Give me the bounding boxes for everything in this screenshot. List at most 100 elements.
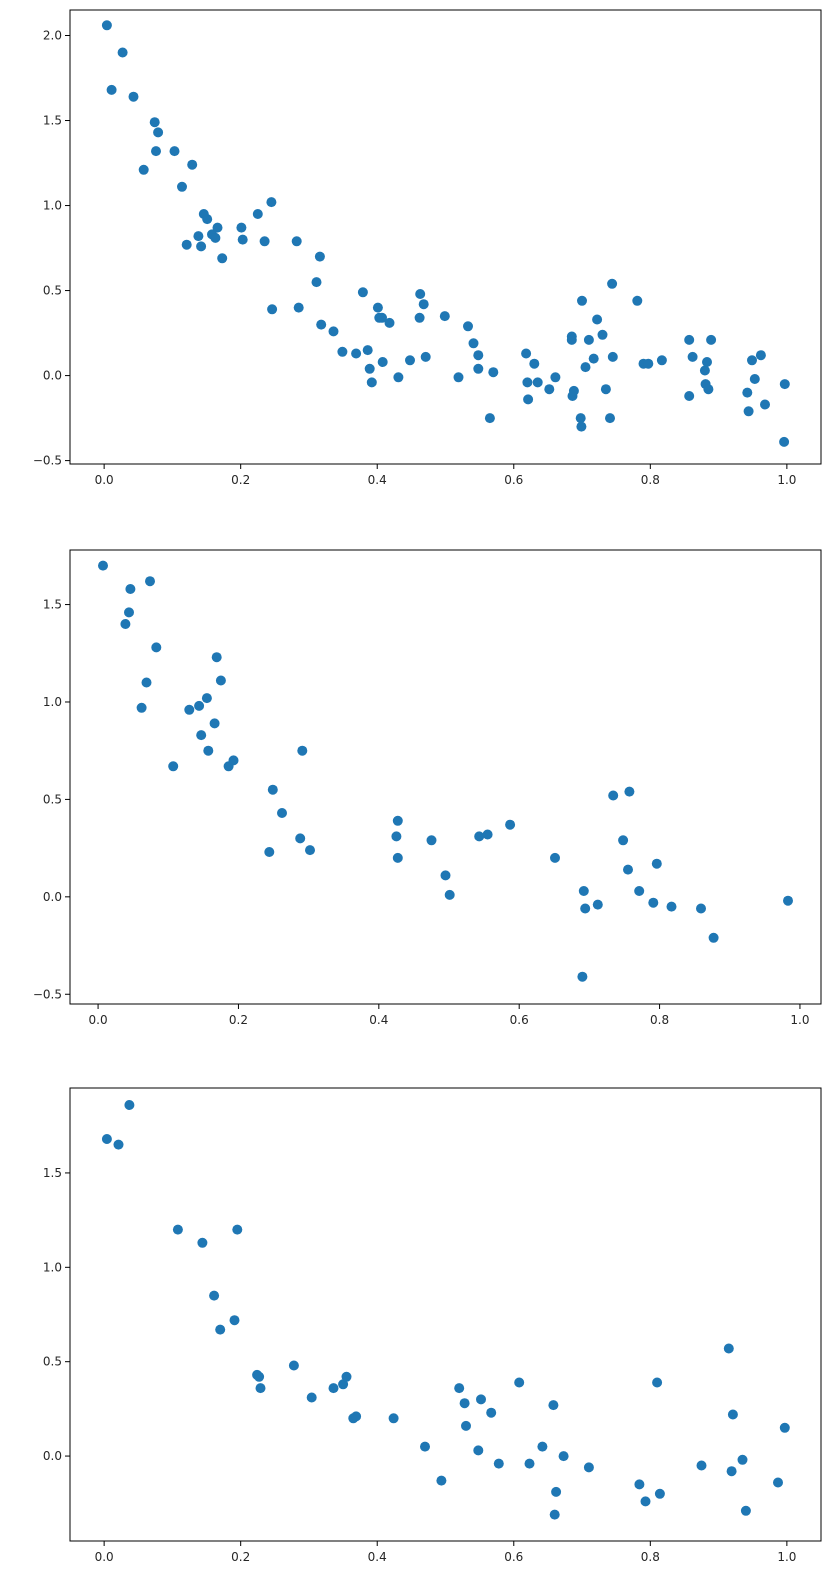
data-point — [117, 47, 128, 58]
data-point — [151, 146, 161, 157]
data-point — [420, 1441, 430, 1452]
axes-frame — [69, 1087, 822, 1542]
x-tick-label: 0.8 — [641, 473, 660, 487]
data-point — [106, 84, 117, 95]
data-point — [618, 835, 629, 846]
data-point — [493, 1458, 504, 1469]
data-point — [684, 334, 695, 345]
y-tick-label: 1.0 — [43, 695, 62, 709]
data-point — [125, 584, 136, 594]
y-tick-label: 1.5 — [43, 598, 62, 612]
data-point — [779, 379, 790, 390]
data-point — [168, 761, 179, 772]
data-point — [623, 864, 633, 875]
data-point — [136, 702, 147, 713]
data-point — [583, 334, 594, 345]
data-point — [277, 808, 287, 818]
data-point — [138, 164, 149, 175]
data-point — [295, 833, 306, 844]
data-point — [549, 1509, 560, 1520]
data-point — [197, 1237, 208, 1248]
data-point — [607, 278, 618, 289]
data-point — [101, 1134, 112, 1144]
y-tick-label: 0.5 — [43, 284, 62, 298]
data-point — [684, 391, 695, 401]
data-point — [267, 784, 278, 795]
data-point — [706, 334, 717, 345]
x-tick-label: 0.6 — [510, 1013, 529, 1027]
data-point — [743, 406, 754, 417]
y-tick-label: 0.5 — [43, 792, 62, 806]
data-point — [537, 1441, 548, 1452]
data-point — [266, 197, 277, 208]
scatter-series — [101, 1100, 790, 1520]
y-tick-label: 0.0 — [43, 890, 62, 904]
data-point — [217, 253, 228, 264]
data-point — [522, 377, 533, 388]
x-tick-label: 1.0 — [777, 473, 796, 487]
data-point — [418, 299, 429, 310]
y-tick-label: 0.0 — [43, 369, 62, 383]
data-point — [624, 786, 635, 797]
x-tick-label: 0.2 — [229, 1013, 248, 1027]
data-point — [755, 350, 766, 361]
data-point — [229, 1315, 240, 1326]
data-point — [172, 1224, 183, 1235]
data-point — [372, 302, 383, 313]
data-point — [634, 1479, 645, 1490]
data-point — [187, 159, 198, 170]
data-point — [305, 845, 315, 856]
y-tick-label: 1.5 — [43, 1166, 62, 1180]
data-point — [454, 1383, 465, 1394]
data-point — [259, 236, 270, 247]
data-point — [588, 353, 599, 364]
data-point — [608, 790, 619, 801]
data-point — [311, 277, 322, 288]
data-point — [209, 1290, 220, 1301]
data-point — [482, 829, 493, 840]
data-point — [288, 1360, 299, 1371]
data-point — [267, 304, 278, 315]
y-tick-label: 0.0 — [43, 1449, 62, 1463]
data-point — [708, 932, 719, 943]
data-point — [652, 1377, 663, 1388]
data-point — [351, 1411, 362, 1422]
data-point — [696, 903, 706, 914]
data-point — [316, 319, 327, 330]
data-point — [341, 1371, 352, 1382]
data-point — [255, 1383, 266, 1394]
data-point — [486, 1407, 497, 1418]
data-point — [473, 1445, 484, 1456]
data-point — [656, 355, 667, 366]
x-tick-label: 0.0 — [95, 1550, 114, 1564]
data-point — [194, 700, 205, 711]
data-point — [726, 1466, 737, 1477]
data-point — [209, 718, 220, 729]
data-point — [576, 421, 587, 432]
data-point — [723, 1343, 734, 1354]
data-point — [580, 903, 591, 914]
data-point — [696, 1460, 707, 1471]
data-point — [505, 819, 516, 830]
data-point — [252, 209, 263, 219]
scatter-series — [101, 20, 790, 447]
data-point — [578, 886, 589, 896]
data-point — [702, 357, 712, 367]
data-point — [524, 1458, 535, 1469]
data-point — [193, 231, 204, 242]
x-tick-label: 1.0 — [790, 1013, 809, 1027]
data-point — [297, 745, 308, 756]
data-point — [740, 1505, 751, 1516]
y-tick-label: 0.5 — [43, 1355, 62, 1369]
data-point — [742, 387, 753, 398]
y-tick-label: 1.0 — [43, 1260, 62, 1274]
data-point — [592, 899, 603, 910]
data-point — [391, 831, 402, 842]
data-point — [98, 560, 108, 571]
data-point — [232, 1224, 243, 1235]
data-point — [577, 971, 588, 982]
data-point — [468, 338, 479, 349]
data-point — [357, 287, 368, 298]
data-point — [338, 1379, 349, 1390]
